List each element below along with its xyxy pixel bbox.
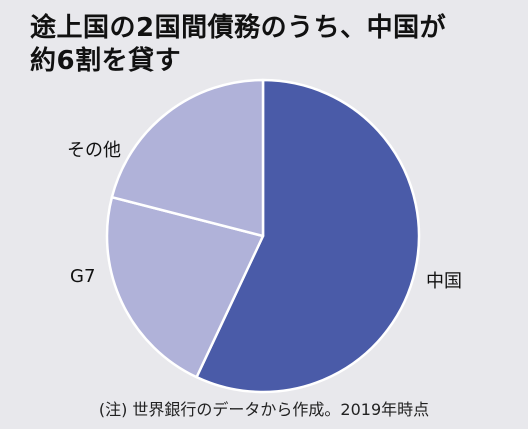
chart-title: 途上国の2国間債務のうち、中国が 約6割を貸す — [30, 12, 510, 78]
slice-label-other: その他 — [67, 140, 121, 161]
chart-title-line-2: 約6割を貸す — [30, 46, 182, 76]
pie-slice-other — [110, 78, 265, 238]
pie-slice-g7 — [105, 195, 265, 379]
chart-note: (注) 世界銀行のデータから作成。2019年時点 — [98, 400, 430, 419]
slice-label-g7: G7 — [70, 266, 96, 287]
pie-slice-china — [195, 78, 421, 394]
chart-title-line-1: 途上国の2国間債務のうち、中国が — [30, 13, 447, 43]
slice-label-china: 中国 — [426, 271, 462, 292]
